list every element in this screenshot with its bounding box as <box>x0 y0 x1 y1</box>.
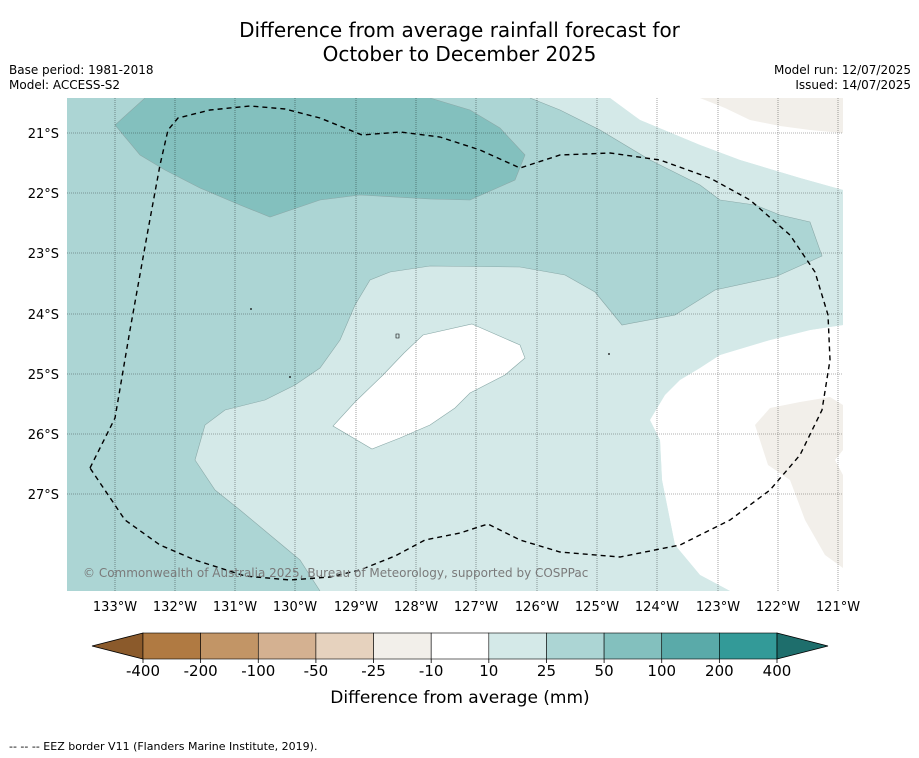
issued-date: Issued: 14/07/2025 <box>795 78 911 92</box>
lat-label: 26°S <box>28 428 59 443</box>
map-plot-area: © Commonwealth of Australia 2025, Bureau… <box>67 98 843 591</box>
title-line-2: October to December 2025 <box>322 42 597 66</box>
copyright-text: © Commonwealth of Australia 2025, Bureau… <box>83 566 588 580</box>
colorbar-tick-label: 10 <box>479 662 498 680</box>
colorbar-tick-label: -10 <box>419 662 444 680</box>
lon-label: 129°W <box>334 600 378 615</box>
colorbar-tick-label: 100 <box>647 662 676 680</box>
colorbar-tick-label: -25 <box>361 662 386 680</box>
model-run: Model run: 12/07/2025 <box>773 63 911 77</box>
title-line-1: Difference from average rainfall forecas… <box>239 18 680 42</box>
region-neutral-east <box>650 325 843 591</box>
eez-border <box>89 105 831 581</box>
meta-left: Base period: 1981-2018 Model: ACCESS-S2 <box>9 63 154 93</box>
lat-label: 25°S <box>28 368 59 383</box>
eez-footnote: -- -- -- EEZ border V11 (Flanders Marine… <box>9 740 318 753</box>
longitude-labels: 133°W 132°W 131°W 130°W 129°W 128°W 127°W 126°W… <box>93 600 860 615</box>
lon-label: 130°W <box>273 600 317 615</box>
lon-label: 133°W <box>93 600 137 615</box>
colorbar-tick-label: -200 <box>184 662 218 680</box>
region-dry-east <box>755 397 843 568</box>
region-neutral-center <box>333 324 525 449</box>
colorbar-swatch <box>661 632 720 660</box>
colorbar-swatch <box>373 632 432 660</box>
colorbar-tick-label: 200 <box>705 662 734 680</box>
lon-label: 122°W <box>756 600 800 615</box>
colorbar-tick-label: 400 <box>763 662 792 680</box>
colorbar-swatch <box>430 632 490 660</box>
lat-label: 23°S <box>28 247 59 262</box>
meta-right: Model run: 12/07/2025 Issued: 14/07/2025 <box>774 63 911 93</box>
colorbar-tick-label: -100 <box>241 662 275 680</box>
colorbar-tick-label: 50 <box>595 662 614 680</box>
base-period: Base period: 1981-2018 <box>9 63 154 77</box>
gridlines <box>67 98 843 591</box>
colorbar-swatch <box>200 632 259 660</box>
lon-label: 127°W <box>454 600 498 615</box>
colorbar-swatch <box>488 632 547 660</box>
contour-lines <box>114 98 823 591</box>
latitude-labels: 21°S 22°S 23°S 24°S 25°S 26°S 27°S <box>28 127 59 503</box>
colorbar-swatch <box>257 632 317 660</box>
colorbar-tick-label: -400 <box>126 662 160 680</box>
colorbar-title: Difference from average (mm) <box>330 688 589 708</box>
colorbar-swatch <box>142 632 201 660</box>
colorbar-tick-label: -50 <box>304 662 329 680</box>
lon-label: 125°W <box>575 600 619 615</box>
lon-label: 132°W <box>153 600 197 615</box>
lat-label: 22°S <box>28 187 59 202</box>
lon-label: 124°W <box>635 600 679 615</box>
lon-label: 126°W <box>515 600 559 615</box>
colorbar-swatch <box>315 632 374 660</box>
lon-label: 123°W <box>696 600 740 615</box>
colorbar: -400 -200 -100 -50 -25 -10 10 25 50 100 200 400 <box>91 632 829 680</box>
colorbar-swatch <box>546 632 605 660</box>
model-name: Model: ACCESS-S2 <box>9 78 121 92</box>
colorbar-extend-low <box>91 632 144 660</box>
colorbar-tick-label: 25 <box>537 662 556 680</box>
lat-label: 27°S <box>28 488 59 503</box>
lon-label: 128°W <box>394 600 438 615</box>
islands <box>250 308 610 378</box>
lon-label: 121°W <box>816 600 860 615</box>
colorbar-extend-high <box>776 632 829 660</box>
lat-label: 21°S <box>28 127 59 142</box>
region-dry-northeast <box>700 98 843 133</box>
colorbar-swatch <box>719 632 778 660</box>
lat-label: 24°S <box>28 308 59 323</box>
colorbar-swatch <box>603 632 663 660</box>
lon-label: 131°W <box>213 600 257 615</box>
map-title: Difference from average rainfall forecas… <box>0 18 919 66</box>
region-wet-50-100 <box>115 98 525 217</box>
